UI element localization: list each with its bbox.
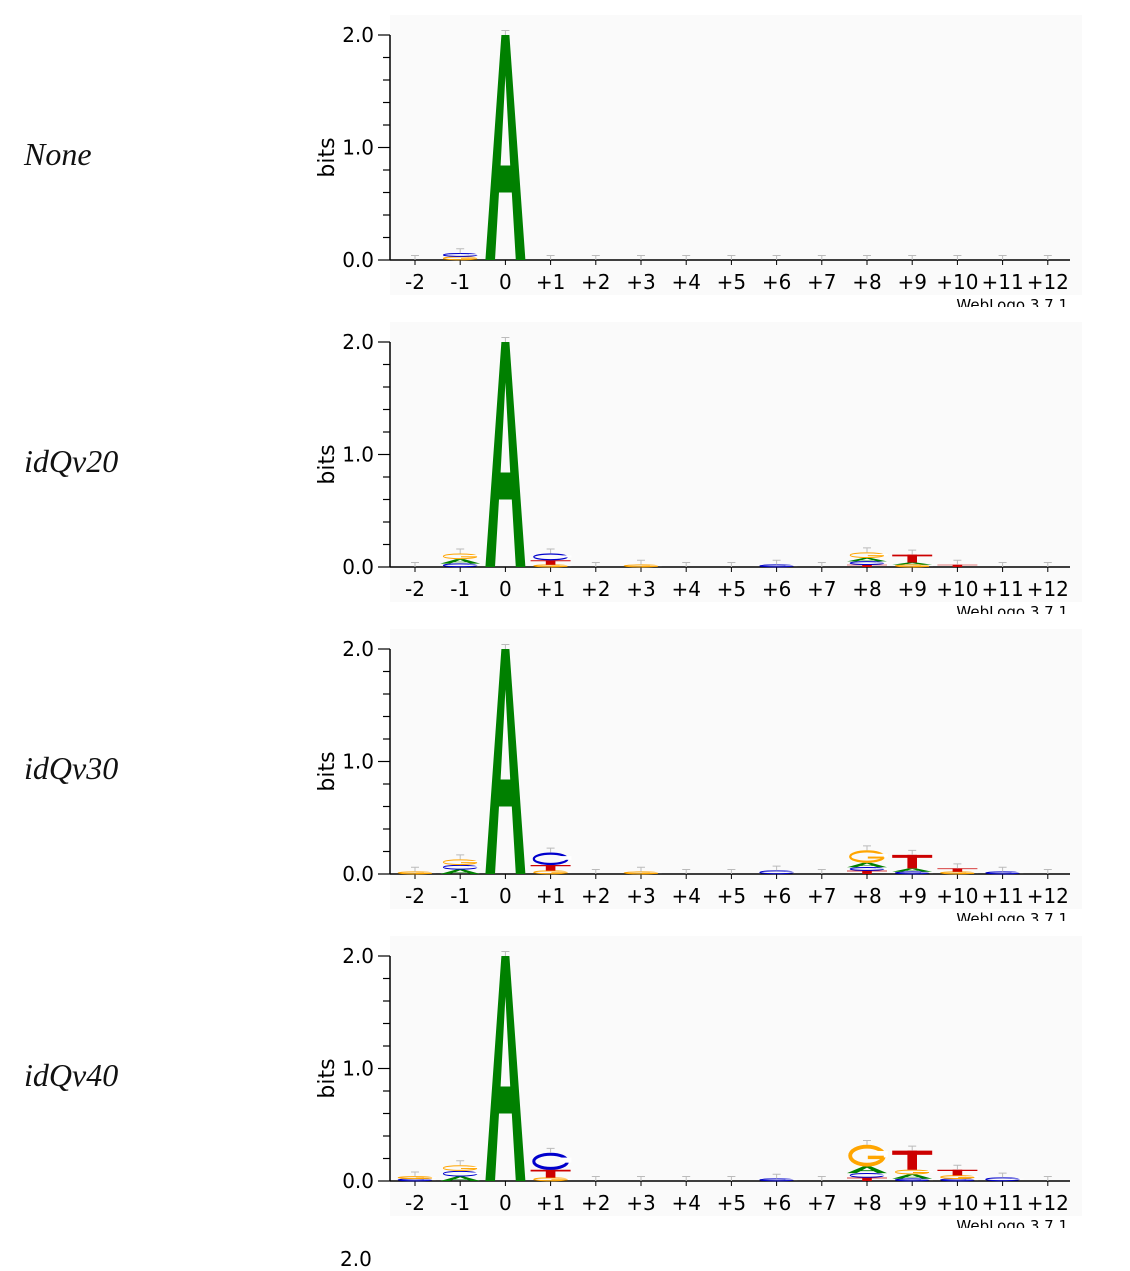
x-tick-label: +11 — [981, 577, 1023, 601]
weblogo-credit: WebLogo 3.7.1 — [956, 296, 1068, 307]
x-tick-label: +2 — [581, 577, 610, 601]
x-tick-label: +12 — [1027, 577, 1069, 601]
x-tick-label: +1 — [536, 1191, 565, 1215]
logo-row: None 0.0 1.0 2.0 bits -2 -1 0 +1 +2 +3 +4 +5 +6 +7 +8 +9… — [0, 0, 1130, 307]
condition-label: idQv40 — [24, 1057, 118, 1094]
x-tick-label: +1 — [536, 884, 565, 908]
x-tick-label: 0 — [499, 1191, 512, 1215]
x-tick-label: +3 — [626, 1191, 655, 1215]
x-tick-label: +7 — [807, 1191, 836, 1215]
x-tick-label: +1 — [536, 577, 565, 601]
x-tick-label: +8 — [852, 884, 881, 908]
logo-row: idQv40 0.0 1.0 2.0 bits -2 -1 0 +1 +2 +3 +4 +5 +6 +7 +8… — [0, 921, 1130, 1228]
x-tick-label: +6 — [762, 884, 791, 908]
y-tick-label: 2.0 — [342, 330, 374, 354]
logo-row: idQv20 0.0 1.0 2.0 bits -2 -1 0 +1 +2 +3 +4 +5 +6 +7 +8… — [0, 307, 1130, 614]
x-tick-label: +2 — [581, 270, 610, 294]
y-axis-label: bits — [315, 751, 340, 791]
condition-label: None — [24, 136, 92, 173]
x-tick-label: -1 — [450, 884, 470, 908]
weblogo-credit: WebLogo 3.7.1 — [956, 1217, 1068, 1228]
x-tick-label: +10 — [936, 884, 978, 908]
x-tick-label: +7 — [807, 884, 836, 908]
x-tick-label: +4 — [671, 884, 700, 908]
y-tick-label: 2.0 — [342, 637, 374, 661]
x-tick-label: +6 — [762, 270, 791, 294]
x-tick-label: +6 — [762, 577, 791, 601]
x-tick-label: 0 — [499, 884, 512, 908]
y-tick-label: 2.0 — [342, 944, 374, 968]
weblogo-credit: WebLogo 3.7.1 — [956, 603, 1068, 614]
x-tick-label: +4 — [671, 577, 700, 601]
y-tick-label: 0.0 — [342, 1169, 374, 1193]
x-tick-label: +12 — [1027, 1191, 1069, 1215]
x-tick-label: +9 — [897, 577, 926, 601]
x-tick-label: -1 — [450, 270, 470, 294]
y-tick-label: 1.0 — [342, 1057, 374, 1081]
partial-next-axis-label: 2.0 — [340, 1247, 372, 1271]
x-tick-label: +7 — [807, 270, 836, 294]
x-tick-label: -2 — [405, 270, 425, 294]
y-tick-label: 1.0 — [342, 136, 374, 160]
y-tick-label: 0.0 — [342, 248, 374, 272]
x-tick-label: +2 — [581, 884, 610, 908]
x-tick-label: +3 — [626, 577, 655, 601]
x-tick-label: +2 — [581, 1191, 610, 1215]
x-tick-label: -2 — [405, 884, 425, 908]
y-axis-label: bits — [315, 137, 340, 177]
x-tick-label: +3 — [626, 270, 655, 294]
x-tick-label: -2 — [405, 577, 425, 601]
y-tick-label: 1.0 — [342, 443, 374, 467]
logo-row: idQv30 0.0 1.0 2.0 bits -2 -1 0 +1 +2 +3 +4 +5 +6 +7 +8… — [0, 614, 1130, 921]
x-tick-label: +5 — [717, 270, 746, 294]
x-tick-label: +10 — [936, 577, 978, 601]
x-tick-label: +10 — [936, 270, 978, 294]
x-tick-label: +6 — [762, 1191, 791, 1215]
y-tick-label: 0.0 — [342, 555, 374, 579]
x-tick-label: +8 — [852, 270, 881, 294]
x-tick-label: +8 — [852, 577, 881, 601]
x-tick-label: +9 — [897, 270, 926, 294]
x-tick-label: +5 — [717, 577, 746, 601]
x-tick-label: +11 — [981, 270, 1023, 294]
x-tick-label: +3 — [626, 884, 655, 908]
x-tick-label: 0 — [499, 577, 512, 601]
x-tick-label: +12 — [1027, 884, 1069, 908]
x-tick-label: -1 — [450, 577, 470, 601]
condition-label: idQv20 — [24, 443, 118, 480]
x-tick-label: +5 — [717, 1191, 746, 1215]
x-tick-label: -2 — [405, 1191, 425, 1215]
x-tick-label: +1 — [536, 270, 565, 294]
weblogo-credit: WebLogo 3.7.1 — [956, 910, 1068, 921]
x-tick-label: 0 — [499, 270, 512, 294]
y-tick-label: 2.0 — [342, 23, 374, 47]
y-axis-label: bits — [315, 1058, 340, 1098]
x-tick-label: +4 — [671, 270, 700, 294]
x-tick-label: +11 — [981, 1191, 1023, 1215]
x-tick-label: +12 — [1027, 270, 1069, 294]
x-tick-label: +8 — [852, 1191, 881, 1215]
x-tick-label: +4 — [671, 1191, 700, 1215]
x-tick-label: +5 — [717, 884, 746, 908]
x-tick-label: +11 — [981, 884, 1023, 908]
y-tick-label: 0.0 — [342, 862, 374, 886]
x-tick-label: +9 — [897, 884, 926, 908]
x-tick-label: +10 — [936, 1191, 978, 1215]
x-tick-label: +9 — [897, 1191, 926, 1215]
x-tick-label: +7 — [807, 577, 836, 601]
condition-label: idQv30 — [24, 750, 118, 787]
x-tick-label: -1 — [450, 1191, 470, 1215]
y-tick-label: 1.0 — [342, 750, 374, 774]
y-axis-label: bits — [315, 444, 340, 484]
